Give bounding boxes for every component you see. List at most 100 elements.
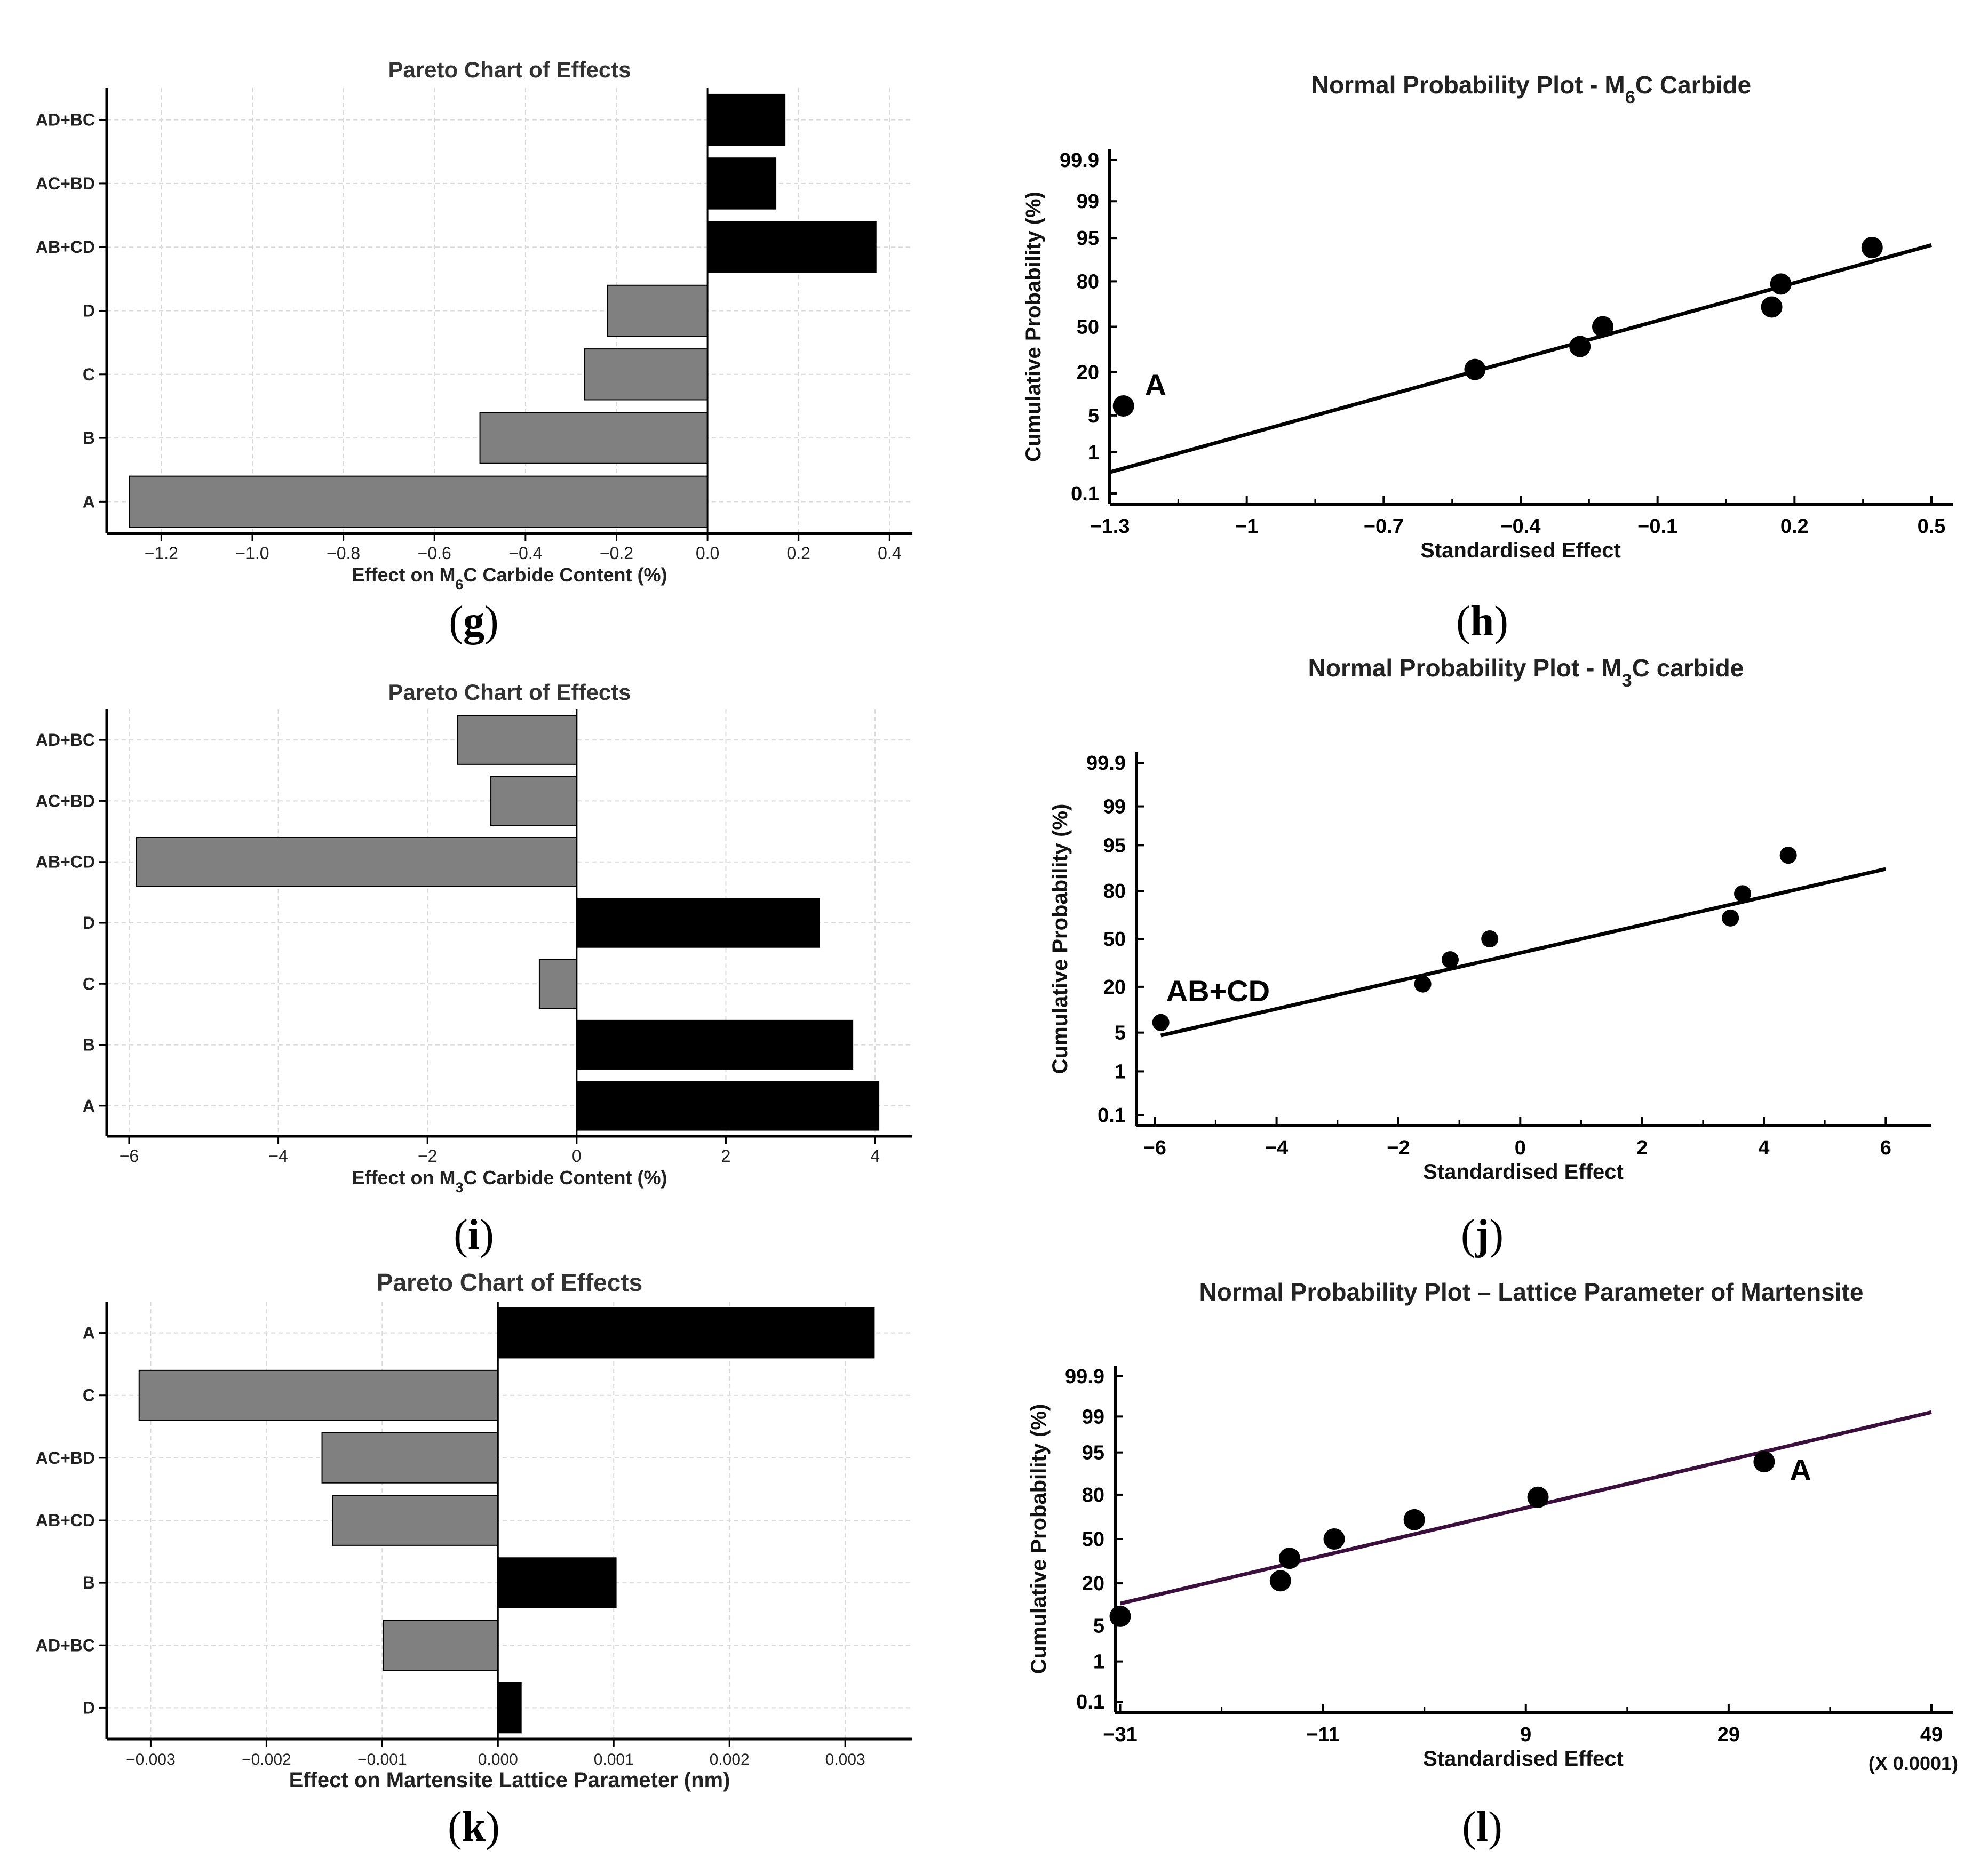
y-tick-label: 99 — [1082, 1406, 1104, 1428]
y-tick-label: 20 — [1103, 976, 1126, 999]
point-annotation: A — [1145, 368, 1166, 402]
x-tick-label: 0.4 — [878, 544, 901, 563]
panel-j: 0.1 1 5 20 50 80 95 99 99.9 −6 −4 −2 0 2 4 6 AB+CD Normal… — [982, 654, 1988, 1251]
panel-label-h: (h) — [1456, 598, 1508, 645]
category-label: D — [83, 1698, 95, 1717]
x-axis-label: Effect on Martensite Lattice Parameter (… — [289, 1768, 730, 1792]
bar — [138, 1369, 499, 1421]
category-label: AB+CD — [36, 1511, 95, 1530]
y-tick-label: 0.1 — [1098, 1104, 1126, 1127]
data-point — [1152, 1014, 1170, 1031]
x-tick-label: 0.2 — [1780, 515, 1809, 538]
y-axis-label: Cumulative Probability (%) — [1027, 1404, 1051, 1674]
panel-i: AD+BC AC+BD AB+CD D C B A −6 −4 −2 0 2 4 Pareto Chart… — [0, 656, 960, 1251]
data-point — [1779, 847, 1797, 864]
data-point — [1464, 358, 1486, 380]
x-tick-label: −2 — [1387, 1137, 1410, 1159]
pareto-chart-m3c: AD+BC AC+BD AB+CD D C B A −6 −4 −2 0 2 4 Pareto Chart… — [36, 680, 912, 1195]
x-tick-label: 0.5 — [1918, 515, 1946, 538]
panel-k: A C AC+BD AB+CD B AD+BC D −0.003 −0.002 −0.001 0.0… — [0, 1264, 960, 1811]
pareto-chart-lattice: A C AC+BD AB+CD B AD+BC D −0.003 −0.002 −0.001 0.0… — [36, 1269, 912, 1792]
bar — [497, 1557, 617, 1608]
data-point — [1592, 316, 1613, 338]
category-label: A — [83, 1323, 95, 1343]
category-label: AB+CD — [36, 852, 95, 872]
y-tick-label: 99.9 — [1086, 752, 1126, 775]
x-multiplier-label: (X 0.0001) — [1868, 1752, 1958, 1774]
y-tick-label: 99.9 — [1060, 149, 1099, 172]
category-label: AC+BD — [36, 791, 95, 810]
data-point — [1527, 1486, 1549, 1508]
category-label: C — [83, 1386, 95, 1405]
x-tick-label: 0 — [1515, 1137, 1526, 1159]
category-label: A — [83, 1096, 95, 1115]
y-tick-label: 20 — [1077, 362, 1099, 384]
x-tick-label: −1 — [1235, 515, 1258, 538]
data-point — [1414, 975, 1432, 993]
category-label: C — [83, 365, 95, 384]
x-tick-label: −0.7 — [1364, 515, 1404, 538]
y-tick-label: 20 — [1082, 1573, 1104, 1595]
x-tick-label: −0.8 — [327, 544, 360, 563]
x-tick-label: 0.003 — [825, 1751, 865, 1768]
y-tick-label: 5 — [1115, 1022, 1126, 1044]
x-tick-label: 0 — [572, 1146, 582, 1166]
x-tick-label: 0.001 — [594, 1751, 634, 1768]
data-point — [1861, 237, 1883, 259]
y-tick-label: 99.9 — [1065, 1366, 1104, 1388]
category-label: C — [83, 974, 95, 993]
point-annotation: A — [1790, 1453, 1811, 1487]
data-point — [1761, 296, 1783, 318]
panel-label-i: (i) — [454, 1211, 494, 1258]
bar — [383, 1620, 499, 1671]
panel-h: 0.1 1 5 20 50 80 95 99 99.9 −1.3 −1 −0.7 −0.4 −0.1 0.2… — [982, 0, 1988, 600]
x-axis-label: Effect on M6C Carbide Content (%) — [352, 564, 667, 593]
x-tick-label: 4 — [870, 1146, 880, 1166]
x-tick-label: −0.002 — [242, 1751, 291, 1768]
x-tick-label: −2 — [418, 1146, 437, 1166]
panel-g: AD+BC AC+BD AB+CD D C B A −1.2 −1.0 −0.8 −0.6 −0.4 −… — [0, 0, 960, 600]
panel-label-g: (g) — [449, 598, 499, 645]
y-tick-label: 99 — [1103, 796, 1126, 818]
y-tick-label: 80 — [1082, 1484, 1104, 1506]
y-tick-label: 5 — [1093, 1615, 1104, 1637]
x-tick-label: −0.6 — [418, 544, 451, 563]
data-point — [1441, 951, 1459, 969]
panel-label-k: (k) — [448, 1804, 500, 1851]
chart-title: Pareto Chart of Effects — [388, 680, 631, 705]
x-axis-label: Effect on M3C Carbide Content (%) — [352, 1167, 667, 1195]
y-tick-label: 99 — [1077, 190, 1099, 213]
x-tick-label: −31 — [1103, 1724, 1137, 1746]
panel-label-l: (l) — [1462, 1804, 1502, 1851]
y-tick-label: 1 — [1115, 1060, 1126, 1083]
category-label: AD+BC — [36, 110, 95, 130]
category-label: D — [83, 913, 95, 932]
panel-l: 0.1 1 5 20 50 80 95 99 99.9 −31 −11 9 29 49 A Normal Pr… — [982, 1264, 1988, 1811]
category-label: D — [83, 301, 95, 321]
data-point — [1569, 336, 1591, 357]
x-axis-label: Standardised Effect — [1423, 1747, 1624, 1771]
normal-plot-m6c: 0.1 1 5 20 50 80 95 99 99.9 −1.3 −1 −0.7 −0.4 −0.1 0.2… — [1022, 71, 1953, 562]
bar — [607, 284, 709, 337]
x-axis-label: Standardised Effect — [1420, 539, 1621, 562]
category-label: A — [83, 492, 95, 511]
data-point — [1109, 1605, 1131, 1627]
y-tick-label: 5 — [1088, 405, 1099, 427]
x-tick-label: −1.0 — [235, 544, 269, 563]
x-tick-label: −6 — [120, 1146, 139, 1166]
x-tick-label: 0.002 — [710, 1751, 750, 1768]
category-label: AC+BD — [36, 1448, 95, 1468]
x-tick-label: 0.2 — [786, 544, 810, 563]
bar — [584, 348, 709, 401]
y-tick-label: 1 — [1088, 442, 1099, 464]
data-point — [1753, 1451, 1775, 1473]
bar — [576, 1019, 854, 1070]
y-tick-label: 1 — [1093, 1651, 1104, 1673]
x-tick-label: −0.2 — [600, 544, 633, 563]
y-tick-label: 0.1 — [1071, 483, 1099, 505]
x-tick-label: −0.4 — [508, 544, 542, 563]
x-tick-label: −0.1 — [1637, 515, 1677, 538]
y-tick-label: 80 — [1103, 880, 1126, 903]
data-point — [1481, 930, 1499, 947]
bar — [136, 837, 577, 887]
